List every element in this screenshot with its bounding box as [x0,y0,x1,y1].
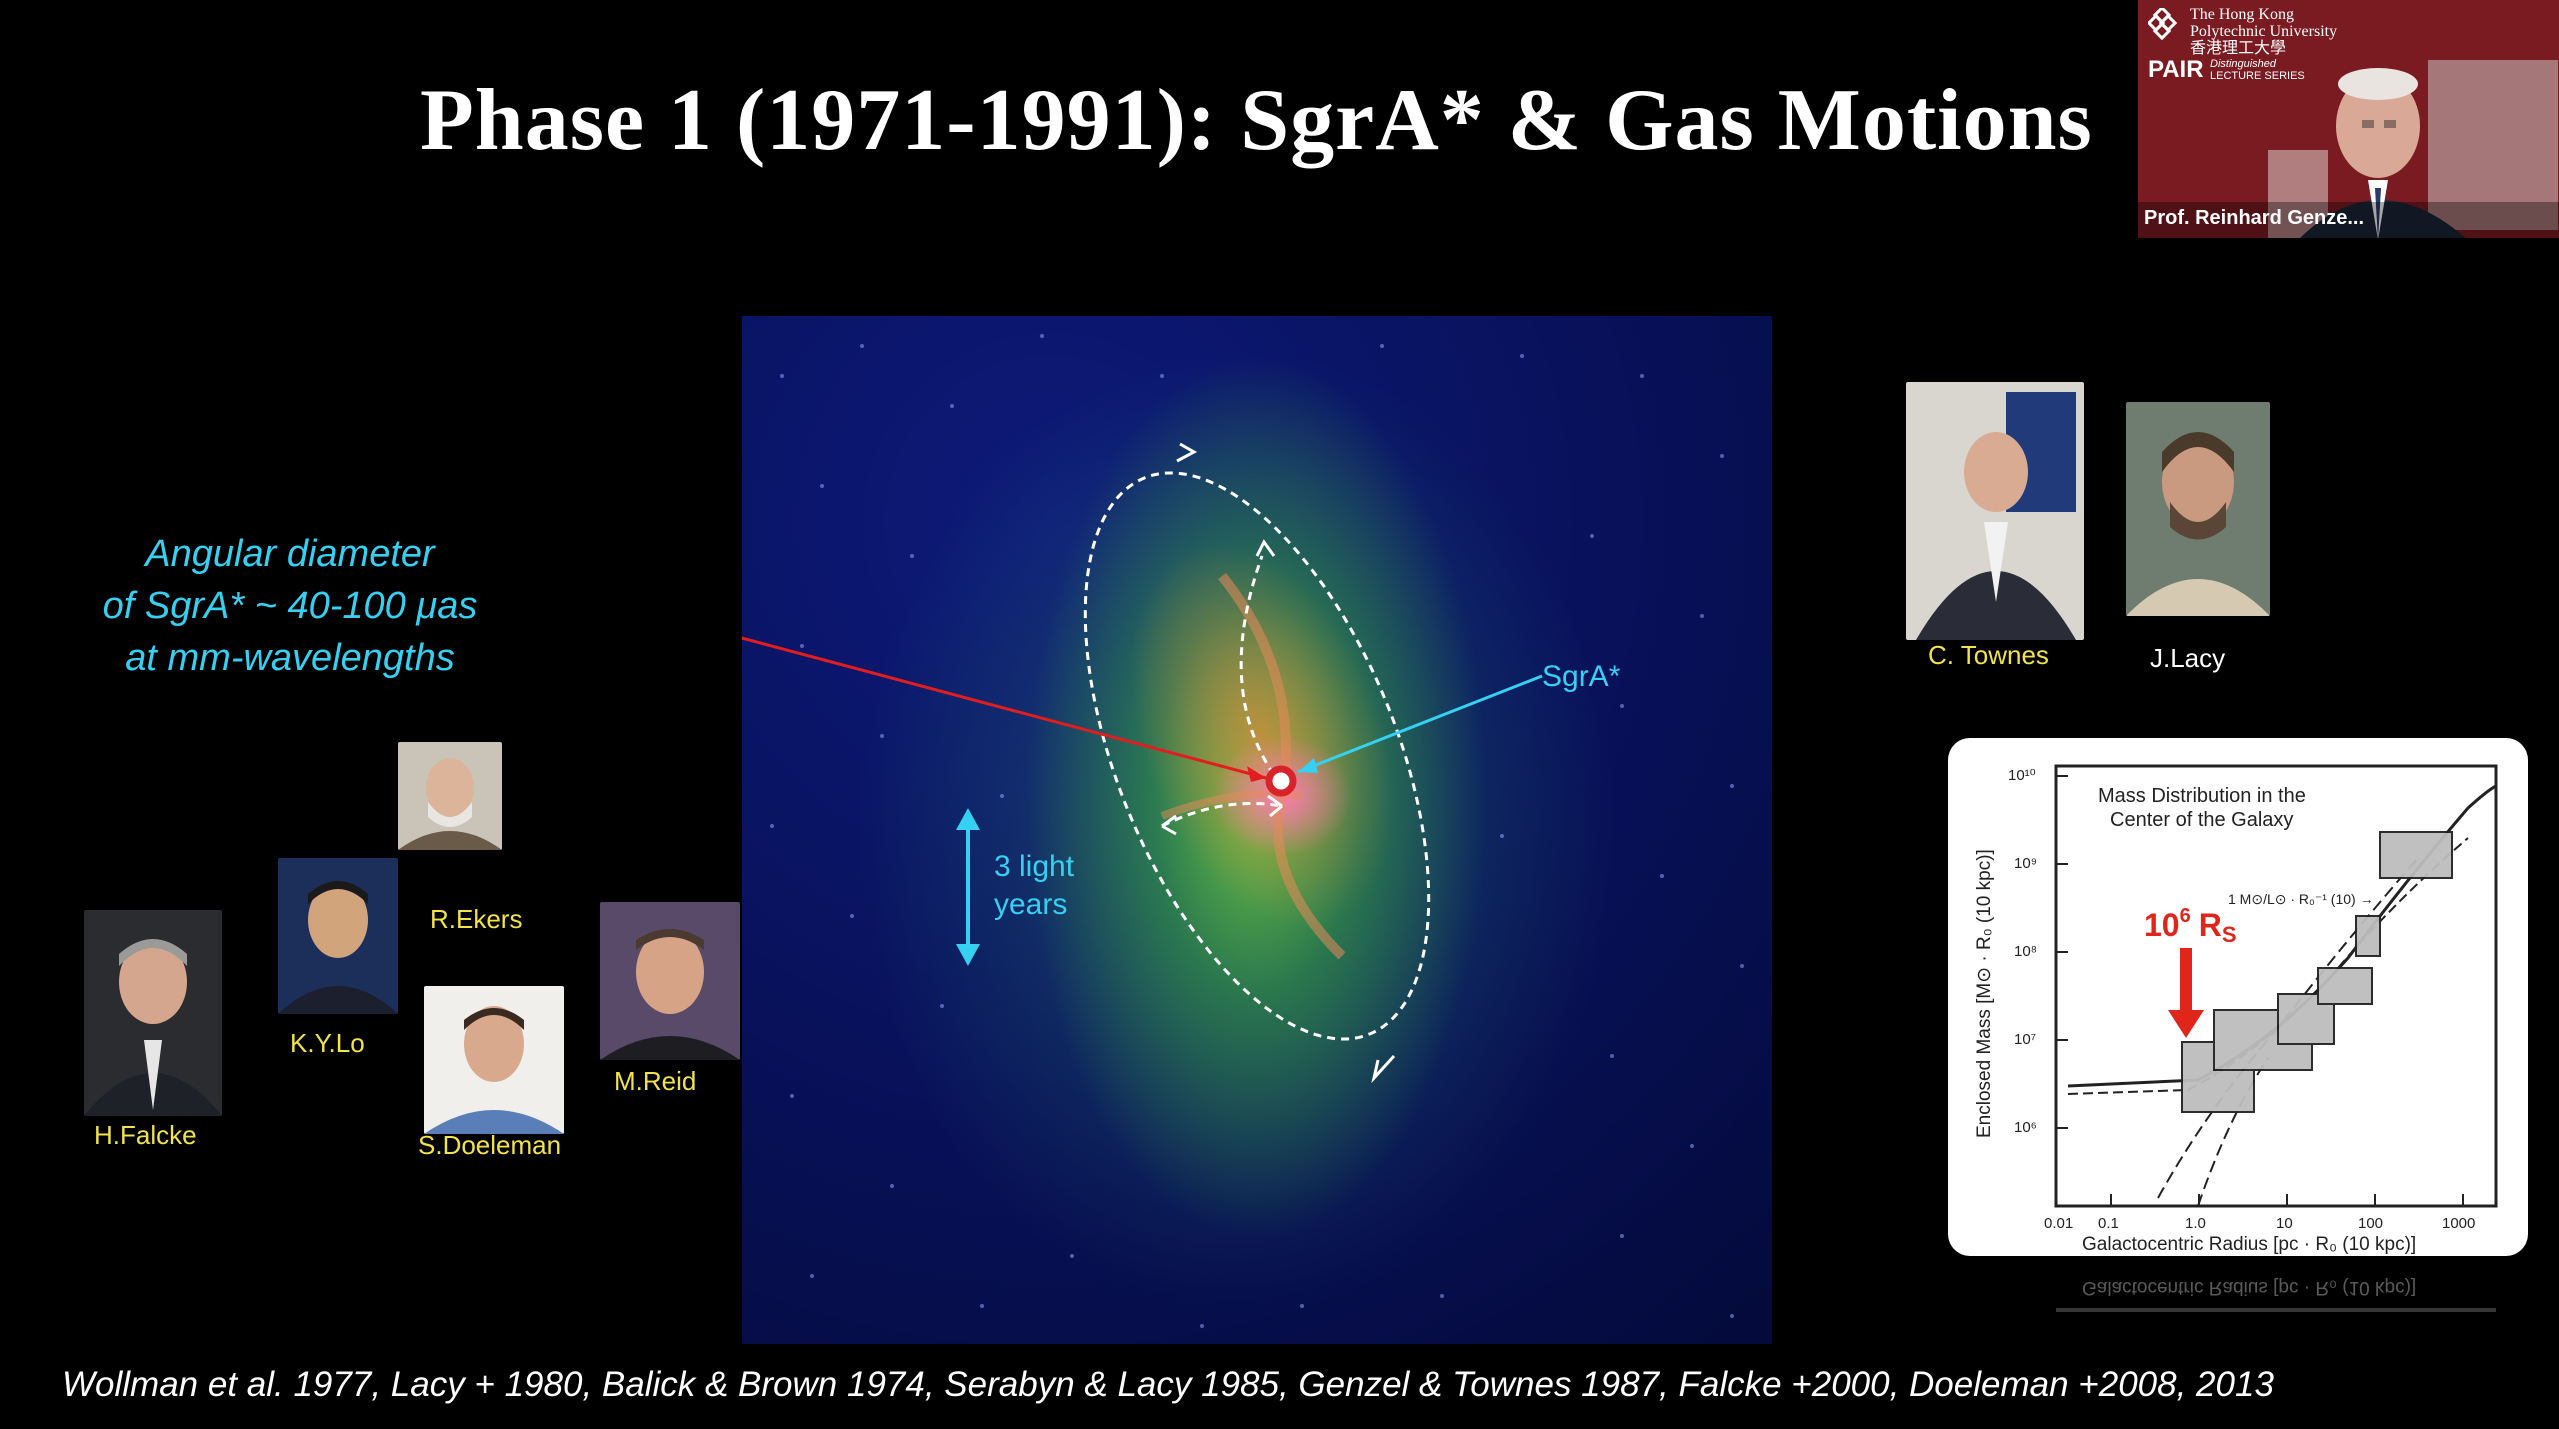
angular-line2: of SgrA* ~ 40-100 μas [102,585,478,627]
reflection-x-label: Galactocentric Radius [pc · R₀ (10 kpc)] [2082,1277,2416,1298]
highlight-label: 106 RS [2144,905,2237,947]
speaker-name-bar [2138,202,2559,238]
caption-doeleman: S.Doeleman [418,1130,562,1160]
highlight-arrow-shaft [2180,948,2192,1012]
scale-line2: years [994,888,1068,921]
portrait-ekers [398,742,502,850]
sgra-label: SgrA* [1542,660,1621,693]
portrait-lacy-image [2126,402,2270,616]
x-tick-10: 10 [2276,1215,2293,1232]
caption-lacy: J.Lacy [2150,643,2226,673]
caption-townes: C. Townes [1928,640,2049,670]
mass-to-light-label: 1 M⊙/L⊙ · R₀⁻¹ (10) → [2228,891,2374,907]
caption-lo: K.Y.Lo [290,1028,365,1058]
university-line3: 香港理工大學 [2190,40,2287,57]
portrait-lo-image [278,858,398,1014]
x-tick-1000: 1000 [2442,1215,2475,1232]
portrait-ekers-image [398,742,502,850]
y-tick-1e7: 10⁷ [2014,1031,2036,1048]
galactic-center-illustration [742,334,1744,1328]
y-tick-1e9: 10⁹ [2014,855,2037,872]
y-tick-1e8: 10⁸ [2014,943,2037,960]
plot-title-2: Center of the Galaxy [2110,809,2293,831]
y-axis-label: Enclosed Mass [M⊙ · R₀ (10 kpc)] [1974,849,1995,1138]
y-tick-1e6: 10⁶ [2014,1119,2037,1136]
speaker-name: Prof. Reinhard Genze... [2144,207,2365,229]
highlight-arrow-head [2168,1010,2204,1038]
caption-falcke: H.Falcke [94,1120,197,1150]
portrait-lacy [2126,402,2270,616]
caption-ekers: R.Ekers [430,904,523,934]
university-name: The Hong Kong Polytechnic University 香港理… [2190,6,2337,57]
university-line1: The Hong Kong [2190,6,2294,23]
scale-line1: 3 light [994,850,1075,883]
portrait-lo [278,858,398,1014]
caption-reid: M.Reid [614,1066,697,1096]
portrait-reid [600,902,740,1060]
plot-reflection-image: Galactocentric Radius [pc · R₀ (10 kpc)] [2056,1277,2496,1312]
speaker-video-tile[interactable]: The Hong Kong Polytechnic University 香港理… [2138,0,2559,238]
portrait-reid-image [600,902,740,1060]
university-line2: Polytechnic University [2190,23,2338,40]
angular-line3: at mm-wavelengths [125,637,455,679]
references: Wollman et al. 1977, Lacy + 1980, Balick… [62,1365,2274,1404]
x-tick-1: 1.0 [2185,1215,2206,1232]
portrait-townes [1906,382,2084,640]
galactic-center-image [742,316,1772,1344]
x-axis-label: Galactocentric Radius [pc · R₀ (10 kpc)] [2082,1234,2416,1255]
plot-title-1: Mass Distribution in the [2098,785,2306,807]
angular-line1: Angular diameter [145,533,435,575]
y-tick-1e10: 10¹⁰ [2008,767,2036,784]
x-tick-0.01: 0.01 [2044,1215,2073,1232]
mass-distribution-plot: 10⁶ 10⁷ 10⁸ 10⁹ 10¹⁰ 0.01 0.1 1.0 10 100… [1948,738,2528,1256]
x-tick-100: 100 [2358,1215,2383,1232]
x-tick-0.1: 0.1 [2098,1215,2119,1232]
portrait-townes-image [1906,382,2084,640]
speaker-video-frame [2268,60,2558,238]
series-sub2: LECTURE SERIES [2210,70,2305,82]
plot-reflection: Galactocentric Radius [pc · R₀ (10 kpc)] [1948,1262,2528,1352]
portrait-doeleman [424,986,564,1134]
series-subtitle: Distinguished LECTURE SERIES [2210,58,2305,82]
portrait-doeleman-image [424,986,564,1134]
mass-plot-figure: 10⁶ 10⁷ 10⁸ 10⁹ 10¹⁰ 0.01 0.1 1.0 10 100… [1974,764,2498,1255]
angular-diameter-annotation: Angular diameter of SgrA* ~ 40-100 μas a… [60,528,520,684]
series-sub1: Distinguished [2210,58,2277,70]
portrait-falcke-image [84,910,222,1116]
scale-label: 3 light years [994,848,1074,924]
university-logo-icon [2148,8,2178,41]
slide-title: Phase 1 (1971-1991): SgrA* & Gas Motions [420,72,2093,169]
series-logo: PAIR [2148,56,2204,83]
portrait-falcke [84,910,222,1116]
